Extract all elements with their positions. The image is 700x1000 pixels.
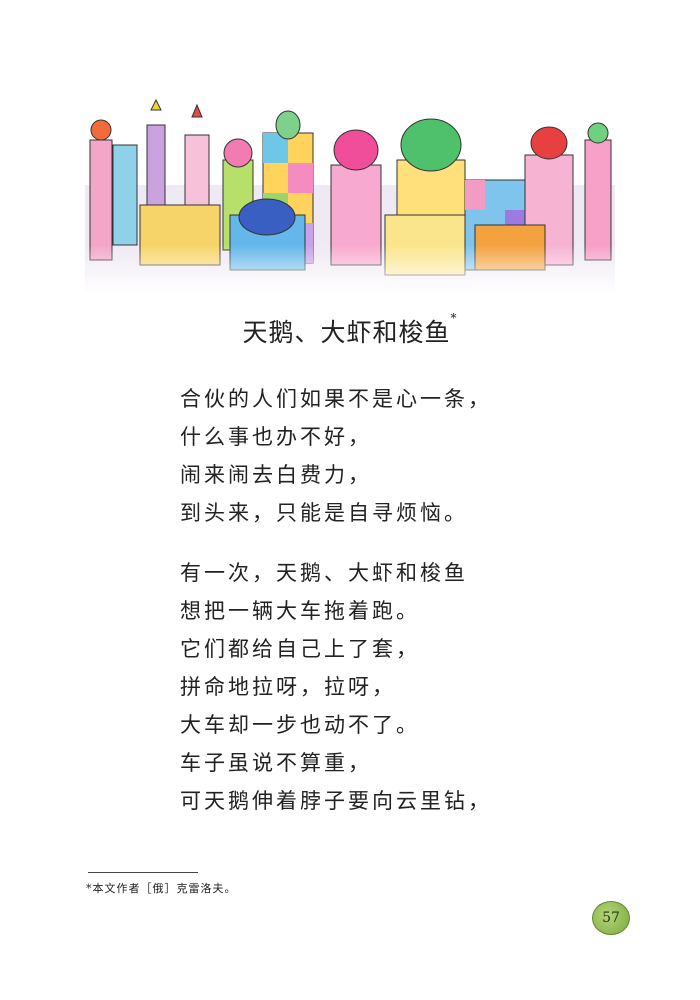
city-illustration (85, 95, 615, 295)
page-number: 57 (602, 910, 620, 926)
poem-line: 有一次，天鹅、大虾和梭鱼 (180, 561, 468, 585)
poem-line: 合伙的人们如果不是心一条， (180, 387, 492, 411)
poem-line: 到头来，只能是自寻烦恼。 (180, 501, 468, 525)
stanza: 合伙的人们如果不是心一条， 什么事也办不好， 闹来闹去白费力， 到头来，只能是自… (180, 380, 600, 532)
title-footnote-marker: * (450, 311, 458, 325)
poem-line: 大车却一步也动不了。 (180, 713, 420, 737)
poem-line: 车子虽说不算重， (180, 751, 372, 775)
poem-body: 合伙的人们如果不是心一条， 什么事也办不好， 闹来闹去白费力， 到头来，只能是自… (180, 380, 600, 842)
poem-line: 什么事也办不好， (180, 425, 372, 449)
poem-line: 拼命地拉呀，拉呀， (180, 675, 396, 699)
poem-line: 想把一辆大车拖着跑。 (180, 599, 420, 623)
page-number-badge: 57 (592, 901, 630, 935)
stanza: 有一次，天鹅、大虾和梭鱼 想把一辆大车拖着跑。 它们都给自己上了套， 拼命地拉呀… (180, 554, 600, 820)
footnote-divider (88, 872, 198, 873)
poem-line: 闹来闹去白费力， (180, 463, 372, 487)
poem-line: 它们都给自己上了套， (180, 637, 420, 661)
poem-line: 可天鹅伸着脖子要向云里钻， (180, 789, 492, 813)
poem-title: 天鹅、大虾和梭鱼* (0, 311, 700, 349)
footnote: *本文作者［俄］克雷洛夫。 (86, 882, 237, 895)
title-text: 天鹅、大虾和梭鱼 (242, 318, 451, 347)
